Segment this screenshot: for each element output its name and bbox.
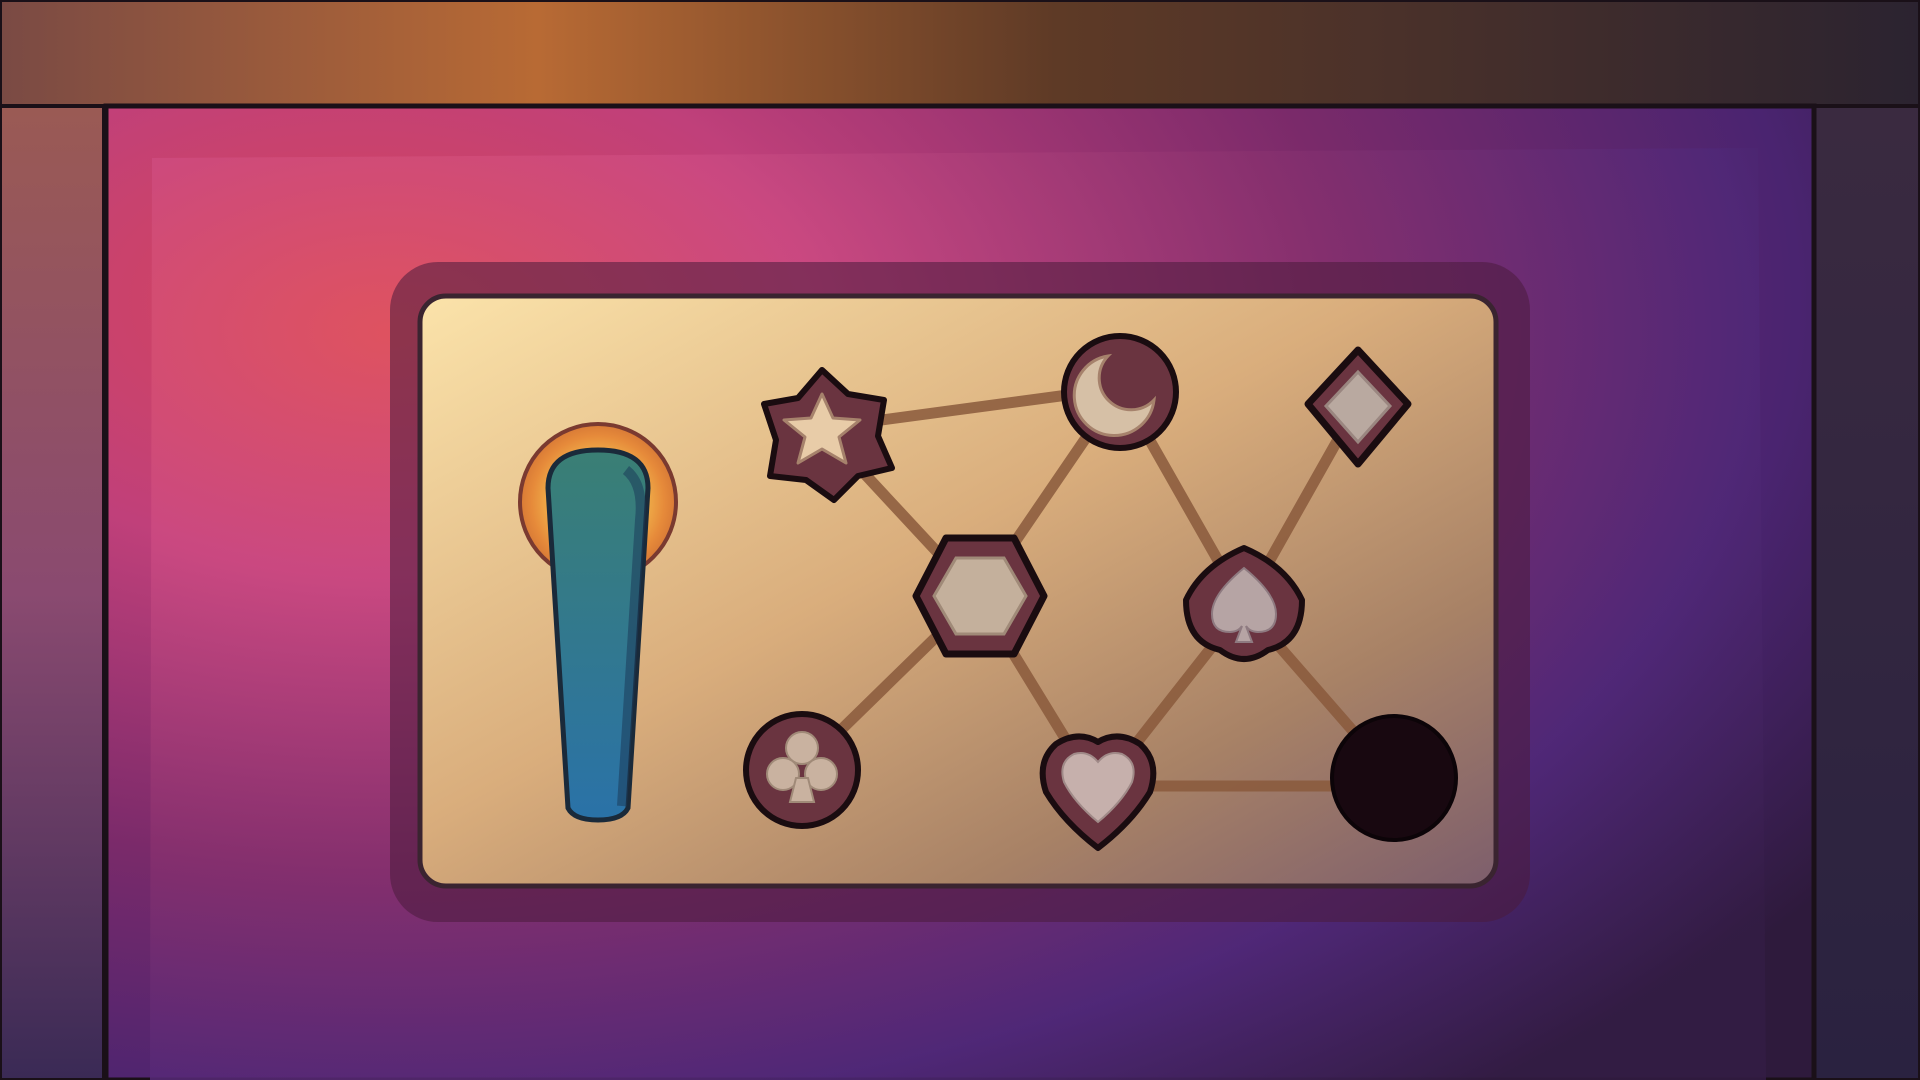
node-moon[interactable]	[1061, 333, 1179, 451]
node-hexagon[interactable]	[912, 534, 1048, 658]
node-club[interactable]	[743, 711, 861, 829]
star-icon	[782, 392, 862, 465]
diamond-icon	[1323, 369, 1393, 445]
node-star[interactable]	[761, 367, 895, 503]
node-hole[interactable]	[1330, 714, 1458, 842]
lever-shading	[617, 466, 646, 807]
node-diamond[interactable]	[1304, 346, 1412, 468]
node-spade[interactable]	[1183, 545, 1305, 662]
lever[interactable]	[518, 422, 678, 823]
hexagon-icon	[932, 556, 1028, 636]
goal-hole[interactable]	[1330, 714, 1458, 842]
wall-top-beam	[0, 0, 1920, 108]
wall-right-pillar	[1812, 104, 1920, 1080]
moon-icon	[1072, 353, 1156, 437]
node-heart[interactable]	[1039, 733, 1157, 851]
spade-icon	[1210, 566, 1278, 643]
heart-icon	[1061, 752, 1135, 824]
club-icon	[766, 731, 838, 803]
wall-left-pillar	[0, 104, 106, 1080]
